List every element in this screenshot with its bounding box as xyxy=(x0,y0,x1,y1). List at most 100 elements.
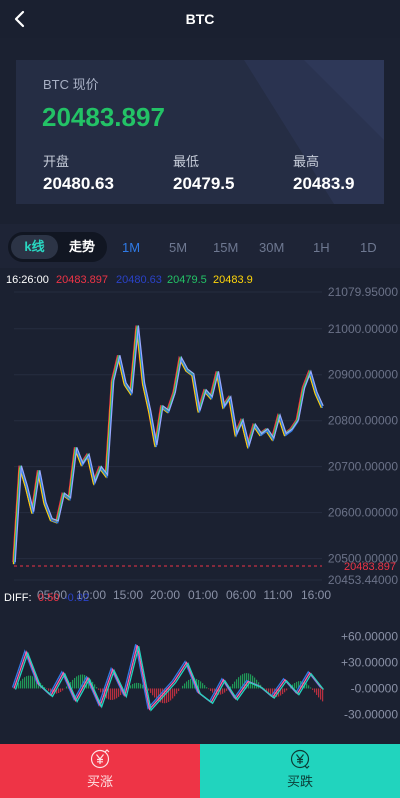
macd-bar xyxy=(32,676,34,689)
tab-kline[interactable]: k线 xyxy=(11,235,58,259)
macd-bar xyxy=(108,688,110,700)
low-label: 最低 xyxy=(173,154,200,169)
yen-down-icon xyxy=(290,749,310,769)
macd-bar xyxy=(250,674,252,689)
high-value: 20483.9 xyxy=(293,174,355,193)
macd-bar xyxy=(30,675,32,689)
macd-bar xyxy=(230,686,232,689)
macd-bar xyxy=(24,677,26,689)
period-1m[interactable]: 1M xyxy=(122,240,141,255)
price-axis-labels: 21079.95000 21000.00000 20900.00000 20800.0… xyxy=(328,285,398,587)
macd-bar xyxy=(96,687,98,689)
time-tick-label: 01:00 xyxy=(188,588,218,602)
period-1d[interactable]: 1D xyxy=(360,240,377,255)
macd-bar xyxy=(34,677,36,689)
macd-bar xyxy=(314,688,316,693)
macd-bar xyxy=(254,677,256,689)
low-stat: 最低 20479.5 xyxy=(173,151,234,194)
macd-bar xyxy=(66,686,68,689)
macd-bar xyxy=(170,688,172,701)
time-tick-label: 20:00 xyxy=(150,588,180,602)
macd-bar xyxy=(72,679,74,689)
macd-bar xyxy=(210,688,212,692)
macd-bar xyxy=(244,673,246,689)
period-1h[interactable]: 1H xyxy=(313,240,330,255)
price-tick-label: 20500.00000 xyxy=(328,552,398,566)
price-card: BTC 现价 20483.897 开盘 20480.63 最低 20479.5 … xyxy=(16,60,384,204)
macd-bar xyxy=(54,688,56,694)
tab-trend[interactable]: 走势 xyxy=(68,239,95,254)
macd-bar xyxy=(74,677,76,689)
macd-bar xyxy=(212,688,214,693)
period-30m[interactable]: 30M xyxy=(259,240,285,255)
price-chart[interactable]: 16:26:00 20483.897 20480.63 20479.5 2048… xyxy=(0,268,400,744)
macd-bar xyxy=(140,683,142,689)
macd-bar xyxy=(20,680,22,689)
time-tick-label: 06:00 xyxy=(226,588,256,602)
high-label: 最高 xyxy=(293,154,320,169)
macd-bar xyxy=(142,684,144,689)
macd-bar xyxy=(26,676,28,689)
macd-bar xyxy=(276,688,278,698)
macd-bar xyxy=(178,688,180,692)
macd-bar xyxy=(188,679,190,689)
macd-bar xyxy=(156,688,158,700)
diff-value-1: 0.50 xyxy=(38,592,59,604)
info-value-1: 20483.897 xyxy=(56,274,108,286)
macd-bar xyxy=(312,688,314,690)
buy-down-button[interactable]: 买跌 xyxy=(200,744,400,798)
macd-bar xyxy=(318,688,320,698)
price-series-line xyxy=(12,325,322,563)
macd-bar xyxy=(280,688,282,696)
macd-bar xyxy=(204,685,206,689)
macd-bar xyxy=(220,688,222,695)
card-decoration xyxy=(244,60,384,204)
macd-bar xyxy=(266,688,268,693)
price-tick-label: 20900.00000 xyxy=(328,368,398,382)
chevron-left-icon[interactable] xyxy=(10,9,30,29)
macd-bar xyxy=(80,674,82,689)
macd-bar xyxy=(252,675,254,689)
macd-bar xyxy=(82,674,84,689)
macd-bar xyxy=(160,688,162,703)
macd-bar xyxy=(234,681,236,689)
buy-up-label: 买涨 xyxy=(86,774,113,789)
macd-bar xyxy=(310,687,312,689)
macd-bar xyxy=(298,681,300,689)
open-stat: 开盘 20480.63 xyxy=(43,151,114,194)
price-series-line xyxy=(12,327,322,565)
page-title: BTC xyxy=(185,11,215,27)
macd-bar xyxy=(238,677,240,689)
macd-bar xyxy=(198,679,200,689)
buy-up-button[interactable]: 买涨 xyxy=(0,744,200,798)
macd-bar xyxy=(150,688,152,693)
current-price-value: 20483.897 xyxy=(42,102,165,132)
info-value-3: 20479.5 xyxy=(167,274,207,286)
macd-bar xyxy=(70,682,72,689)
macd-bar xyxy=(322,688,324,702)
macd-bar xyxy=(98,688,100,690)
current-price-axis-label: 20483.897 xyxy=(344,561,396,573)
open-label: 开盘 xyxy=(43,154,70,169)
yen-up-icon xyxy=(90,749,110,769)
macd-bar xyxy=(186,681,188,689)
price-tick-label: 20453.44000 xyxy=(328,573,398,587)
macd-bar xyxy=(206,687,208,689)
macd-bar xyxy=(168,688,170,702)
macd-bar xyxy=(154,688,156,698)
price-series-line xyxy=(14,327,324,565)
macd-bar xyxy=(232,684,234,689)
macd-bar xyxy=(114,688,116,700)
period-5m[interactable]: 5M xyxy=(169,240,188,255)
macd-bar xyxy=(242,674,244,689)
macd-bar xyxy=(294,683,296,689)
macd-bar xyxy=(226,688,228,691)
time-tick-label: 16:00 xyxy=(301,588,331,602)
diff-tick-label: +60.00000 xyxy=(341,630,398,644)
macd-bar xyxy=(158,688,160,702)
macd-bar xyxy=(28,675,30,689)
period-15m[interactable]: 15M xyxy=(213,240,239,255)
macd-bar xyxy=(316,688,318,695)
macd-bar xyxy=(138,682,140,689)
macd-bar xyxy=(296,681,298,689)
